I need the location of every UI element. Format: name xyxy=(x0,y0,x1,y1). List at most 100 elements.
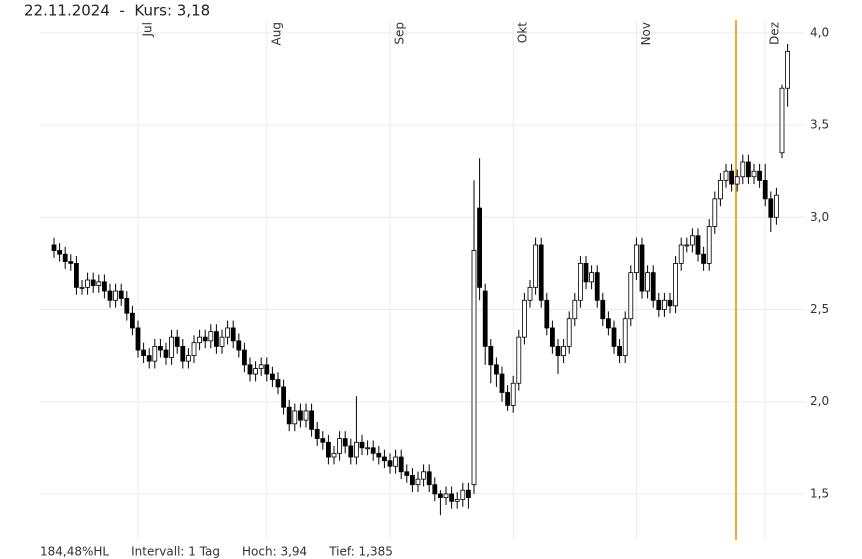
candle-body xyxy=(258,364,264,369)
candle-body xyxy=(197,336,203,344)
x-tick-label: Sep xyxy=(393,22,407,45)
candle-body xyxy=(751,170,757,178)
candle-body xyxy=(746,161,751,178)
footer-item: Hoch: 3,94 xyxy=(242,545,307,559)
candle-body xyxy=(477,207,483,288)
candle-body xyxy=(157,345,163,351)
candle-body xyxy=(51,244,57,251)
candle-body xyxy=(460,489,466,500)
candle-body xyxy=(482,290,488,347)
candle-body xyxy=(90,279,96,286)
footer-item: Tief: 1,385 xyxy=(328,545,393,559)
candle-body xyxy=(303,410,309,421)
candle-body xyxy=(740,161,746,178)
candle-body xyxy=(163,349,169,358)
candle-body xyxy=(550,327,555,347)
candle-body xyxy=(236,340,242,351)
candle-body xyxy=(667,299,673,307)
candle-body xyxy=(370,447,376,454)
candle-body xyxy=(118,290,124,299)
candle-body xyxy=(359,441,365,449)
candle-body xyxy=(57,250,62,255)
candle-body xyxy=(141,349,147,357)
candle-body xyxy=(656,299,662,310)
candle-body xyxy=(421,471,427,480)
candle-body xyxy=(594,272,600,301)
candle-body xyxy=(85,279,90,288)
candle-body xyxy=(269,373,275,380)
candle-body xyxy=(695,235,701,255)
candle-body xyxy=(437,493,443,498)
footer-item: Intervall: 1 Tag xyxy=(131,545,220,559)
candle-body xyxy=(768,198,774,218)
candle-body xyxy=(202,336,208,342)
candle-body xyxy=(779,87,785,154)
candle-body xyxy=(454,499,460,502)
candle-body xyxy=(488,345,494,366)
candle-body xyxy=(611,327,617,347)
candle-body xyxy=(493,364,499,375)
candle-body xyxy=(555,345,561,357)
candle-body xyxy=(286,406,292,425)
candle-body xyxy=(662,299,667,310)
candle-body xyxy=(678,244,684,264)
candle-body xyxy=(124,298,130,314)
candle-body xyxy=(264,364,270,375)
candle-body xyxy=(337,438,343,454)
candle-body xyxy=(561,345,566,357)
candle-body xyxy=(583,263,589,283)
candle-body xyxy=(225,327,231,338)
candle-body xyxy=(522,299,527,338)
candle-body xyxy=(639,244,645,292)
candle-body xyxy=(213,331,219,347)
candle-body xyxy=(180,345,186,362)
candle-body xyxy=(578,263,583,301)
candle-body xyxy=(314,428,320,439)
candle-body xyxy=(622,318,628,357)
x-tick-label: Dez xyxy=(768,22,782,45)
candle-body xyxy=(174,336,180,347)
y-tick-label: 3,5 xyxy=(810,118,829,132)
y-tick-label: 3,0 xyxy=(810,210,829,224)
candle-body xyxy=(398,456,404,473)
candle-body xyxy=(320,438,326,443)
candle-body xyxy=(393,456,399,467)
candle-body xyxy=(589,272,594,283)
candle-body xyxy=(331,452,337,458)
candle-body xyxy=(146,355,152,362)
candle-body xyxy=(74,263,79,288)
candle-body xyxy=(443,493,449,498)
candle-body xyxy=(208,331,214,342)
candle-body xyxy=(516,336,522,384)
candle-body xyxy=(96,281,102,286)
footer-item: 184,48%HL xyxy=(40,545,109,559)
candle-body xyxy=(718,180,723,200)
candle-body xyxy=(533,244,538,288)
candle-body xyxy=(701,253,706,264)
x-tick-label: Nov xyxy=(639,22,653,45)
candle-body xyxy=(734,176,740,185)
candle-body xyxy=(510,382,516,406)
candle-body xyxy=(68,261,74,264)
candle-body xyxy=(465,489,471,498)
candle-body xyxy=(409,475,415,486)
candle-body xyxy=(135,327,141,351)
candle-body xyxy=(79,286,85,289)
candle-body xyxy=(415,478,421,486)
x-tick-label: Okt xyxy=(516,22,530,43)
candle-body xyxy=(600,299,606,320)
candle-body xyxy=(566,318,572,347)
y-tick-label: 4,0 xyxy=(810,25,829,39)
candle-body xyxy=(404,471,410,476)
y-tick-label: 2,0 xyxy=(810,394,829,408)
candle-body xyxy=(353,441,359,458)
candle-body xyxy=(129,312,135,329)
x-tick-label: Aug xyxy=(269,22,283,45)
candle-body xyxy=(449,493,455,502)
candle-body xyxy=(712,198,718,227)
candle-body xyxy=(774,194,779,218)
candle-body xyxy=(325,441,331,458)
candle-body xyxy=(544,299,550,329)
candle-body xyxy=(684,244,690,247)
candle-body xyxy=(376,452,382,458)
